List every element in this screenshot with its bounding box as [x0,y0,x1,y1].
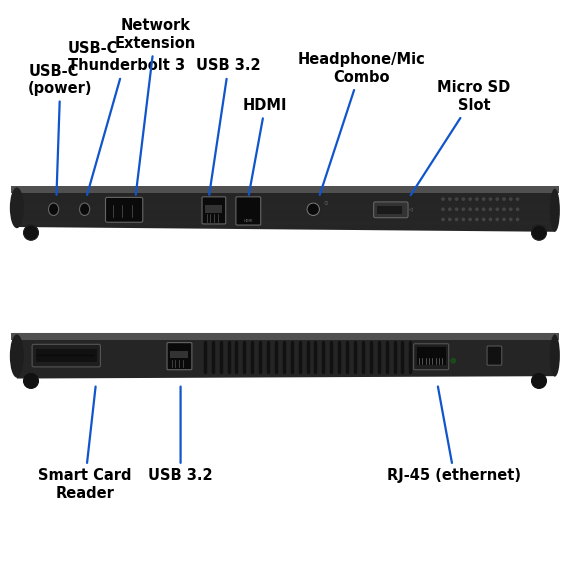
Circle shape [516,208,519,210]
Circle shape [503,208,505,210]
Circle shape [489,218,491,221]
Text: HDMI: HDMI [243,98,287,195]
Text: ◁: ◁ [409,207,413,211]
Circle shape [516,218,519,221]
Circle shape [449,218,451,221]
FancyBboxPatch shape [236,197,260,225]
Polygon shape [11,333,559,378]
Circle shape [449,208,451,210]
Polygon shape [11,186,559,232]
Circle shape [462,208,465,210]
Circle shape [476,198,478,200]
Text: USB 3.2: USB 3.2 [196,58,261,195]
Circle shape [532,373,546,388]
Circle shape [307,203,319,215]
Circle shape [476,218,478,221]
Polygon shape [11,186,559,193]
FancyBboxPatch shape [487,346,502,365]
Circle shape [532,225,546,240]
Circle shape [455,198,458,200]
Circle shape [496,218,498,221]
Circle shape [476,208,478,210]
Circle shape [496,208,498,210]
Ellipse shape [80,203,89,215]
Circle shape [24,373,38,388]
FancyBboxPatch shape [14,221,556,225]
Circle shape [489,198,491,200]
Circle shape [442,218,444,221]
Circle shape [510,198,512,200]
FancyBboxPatch shape [414,344,449,370]
Text: Smart Card
Reader: Smart Card Reader [38,386,131,501]
Circle shape [483,218,485,221]
Text: RJ-45 (ethernet): RJ-45 (ethernet) [388,386,522,483]
FancyBboxPatch shape [14,206,556,210]
Text: HDMI: HDMI [243,219,253,223]
Circle shape [469,208,471,210]
Circle shape [516,198,519,200]
Circle shape [449,198,451,200]
Circle shape [469,218,471,221]
Text: USB 3.2: USB 3.2 [148,386,213,483]
FancyBboxPatch shape [202,197,226,224]
Circle shape [442,208,444,210]
Text: Network
Extension: Network Extension [115,18,196,195]
Ellipse shape [10,188,24,228]
Circle shape [510,218,512,221]
Circle shape [510,208,512,210]
FancyBboxPatch shape [377,206,402,214]
Text: USB-C
Thunderbolt 3: USB-C Thunderbolt 3 [68,41,185,195]
Circle shape [489,208,491,210]
Polygon shape [11,333,559,340]
Text: USB-C
(power): USB-C (power) [28,63,93,195]
Circle shape [24,225,38,240]
Circle shape [442,198,444,200]
Circle shape [469,198,471,200]
Ellipse shape [549,189,560,232]
Circle shape [462,198,465,200]
FancyBboxPatch shape [105,197,142,222]
FancyBboxPatch shape [417,347,446,365]
Circle shape [496,198,498,200]
Text: Headphone/Mic
Combo: Headphone/Mic Combo [298,52,425,195]
Text: Micro SD
Slot: Micro SD Slot [410,80,511,195]
FancyBboxPatch shape [170,351,189,359]
Circle shape [462,218,465,221]
Circle shape [483,208,485,210]
Ellipse shape [10,335,24,377]
Ellipse shape [549,335,560,377]
Circle shape [451,359,455,363]
FancyBboxPatch shape [35,349,97,363]
FancyBboxPatch shape [205,205,222,213]
Circle shape [455,218,458,221]
Ellipse shape [48,203,59,215]
Circle shape [503,198,505,200]
FancyBboxPatch shape [373,202,408,218]
Circle shape [483,198,485,200]
Circle shape [455,208,458,210]
Text: ⊙: ⊙ [323,201,328,206]
FancyBboxPatch shape [32,344,100,367]
FancyBboxPatch shape [14,214,556,217]
FancyBboxPatch shape [167,343,192,370]
Circle shape [503,218,505,221]
